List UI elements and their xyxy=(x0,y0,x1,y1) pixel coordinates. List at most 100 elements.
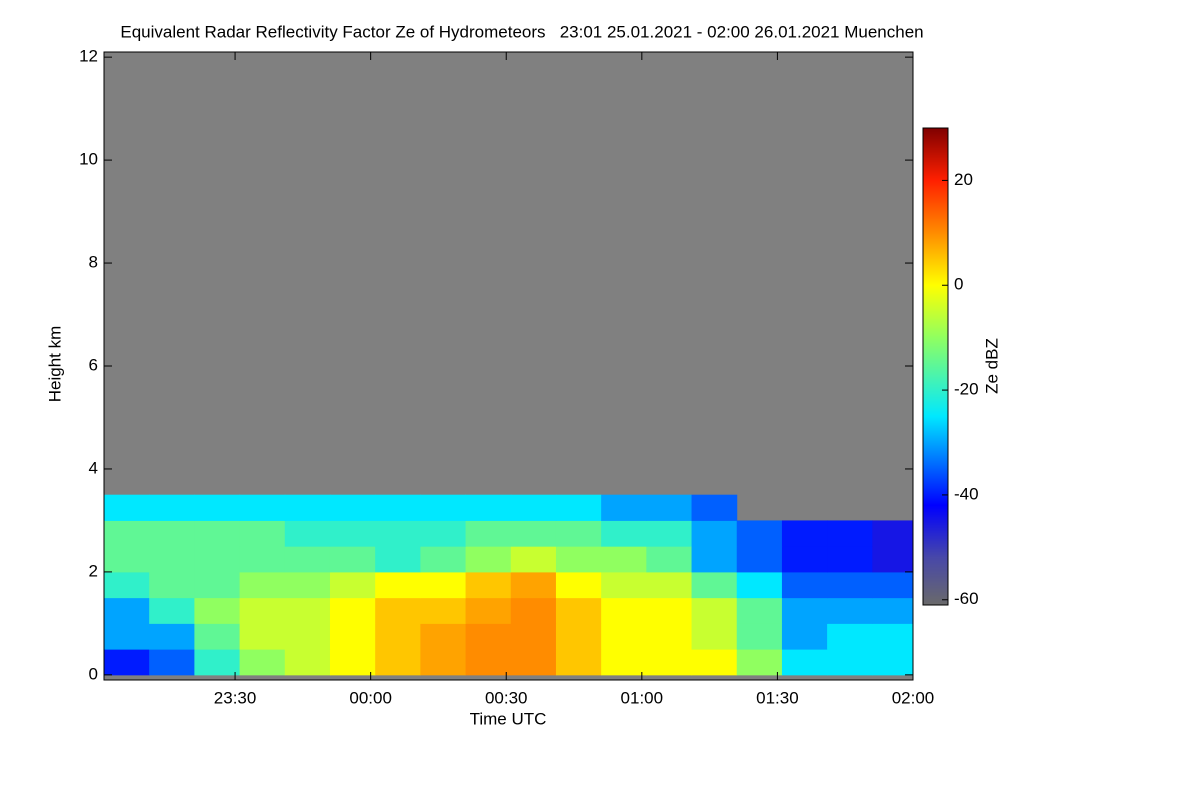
colorbar-strip xyxy=(923,232,948,234)
y-tick-label: 8 xyxy=(89,253,98,272)
colorbar-strip xyxy=(923,269,948,271)
colorbar-strip xyxy=(923,447,948,449)
y-tick-label: 6 xyxy=(89,355,98,374)
colorbar-strip xyxy=(923,184,948,186)
colorbar-strip xyxy=(923,312,948,314)
colorbar-strip xyxy=(923,382,948,384)
colorbar-strip xyxy=(923,306,948,308)
colorbar-strip xyxy=(923,289,948,291)
colorbar-strip xyxy=(923,245,948,247)
colorbar-strip xyxy=(923,531,948,533)
colorbar-strip xyxy=(923,399,948,401)
colorbar-strip xyxy=(923,510,948,512)
colorbar-strip xyxy=(923,163,948,165)
heatmap-cell xyxy=(104,571,150,599)
colorbar-strip xyxy=(923,482,948,484)
heatmap-cell xyxy=(781,597,828,624)
colorbar-strip xyxy=(923,235,948,237)
colorbar-strip xyxy=(923,251,948,253)
heatmap-cell xyxy=(736,649,783,676)
colorbar-strip xyxy=(923,550,948,552)
colorbar-strip xyxy=(923,217,948,219)
colorbar-strip xyxy=(923,206,948,208)
colorbar-strip xyxy=(923,148,948,150)
colorbar-strip xyxy=(923,475,948,477)
colorbar-strip xyxy=(923,600,948,602)
colorbar-strip xyxy=(923,389,948,391)
colorbar-strip xyxy=(923,577,948,579)
colorbar-strip xyxy=(923,578,948,580)
heatmap-cell xyxy=(646,597,693,624)
colorbar-strip xyxy=(923,152,948,154)
colorbar-strip xyxy=(923,512,948,514)
colorbar-strip xyxy=(923,340,948,342)
colorbar-strip xyxy=(923,305,948,307)
colorbar-strip xyxy=(923,395,948,397)
colorbar-strip xyxy=(923,387,948,389)
colorbar-strip xyxy=(923,562,948,564)
colorbar-strip xyxy=(923,237,948,239)
colorbar-strip xyxy=(923,574,948,576)
colorbar-strip xyxy=(923,219,948,221)
heatmap-cell xyxy=(872,623,914,650)
colorbar-strip xyxy=(923,560,948,562)
colorbar-strip xyxy=(923,170,948,172)
colorbar-strip xyxy=(923,530,948,532)
heatmap-cell xyxy=(510,597,557,624)
colorbar-strip xyxy=(923,538,948,540)
colorbar-strip xyxy=(923,558,948,560)
colorbar-strip xyxy=(923,270,948,272)
colorbar-strip xyxy=(923,360,948,362)
colorbar-strip xyxy=(923,397,948,399)
colorbar-strip xyxy=(923,316,948,318)
heatmap-cell xyxy=(510,649,557,676)
colorbar-strip xyxy=(923,493,948,495)
colorbar-strip xyxy=(923,307,948,309)
colorbar-strip xyxy=(923,313,948,315)
colorbar-strip xyxy=(923,599,948,601)
colorbar-strip xyxy=(923,380,948,382)
colorbar-strip xyxy=(923,575,948,577)
colorbar-strip xyxy=(923,199,948,201)
colorbar-strip xyxy=(923,262,948,264)
colorbar-strip xyxy=(923,368,948,370)
heatmap-cell xyxy=(510,546,557,573)
colorbar-strip xyxy=(923,176,948,178)
colorbar-strip xyxy=(923,469,948,471)
colorbar-strip xyxy=(923,338,948,340)
colorbar-strip xyxy=(923,154,948,156)
heatmap-cell xyxy=(510,494,557,521)
heatmap-cell xyxy=(149,597,195,624)
colorbar-strip xyxy=(923,471,948,473)
colorbar-strip xyxy=(923,427,948,429)
colorbar-strip xyxy=(923,158,948,160)
colorbar-strip xyxy=(923,416,948,418)
colorbar-strip xyxy=(923,486,948,488)
colorbar-strip xyxy=(923,296,948,298)
colorbar-strip xyxy=(923,476,948,478)
colorbar-strip xyxy=(923,364,948,366)
colorbar-strip xyxy=(923,403,948,405)
colorbar-strip xyxy=(923,392,948,394)
colorbar-strip xyxy=(923,268,948,270)
colorbar-strip xyxy=(923,189,948,191)
colorbar-strip xyxy=(923,518,948,520)
colorbar-strip xyxy=(923,584,948,586)
colorbar-strip xyxy=(923,581,948,583)
colorbar-strip xyxy=(923,408,948,410)
colorbar-strip xyxy=(923,589,948,591)
colorbar-strip xyxy=(923,320,948,322)
heatmap-cell xyxy=(555,520,602,547)
colorbar-strip xyxy=(923,440,948,442)
colorbar-strip xyxy=(923,339,948,341)
x-tick-label: 23:30 xyxy=(214,688,257,707)
heatmap-cell xyxy=(284,571,331,599)
heatmap-cell xyxy=(736,520,783,547)
colorbar-strip xyxy=(923,239,948,241)
colorbar-strip xyxy=(923,488,948,490)
colorbar-strip xyxy=(923,177,948,179)
colorbar-strip xyxy=(923,555,948,557)
heatmap-cell xyxy=(420,546,467,573)
colorbar-strip xyxy=(923,542,948,544)
colorbar-strip xyxy=(923,435,948,437)
